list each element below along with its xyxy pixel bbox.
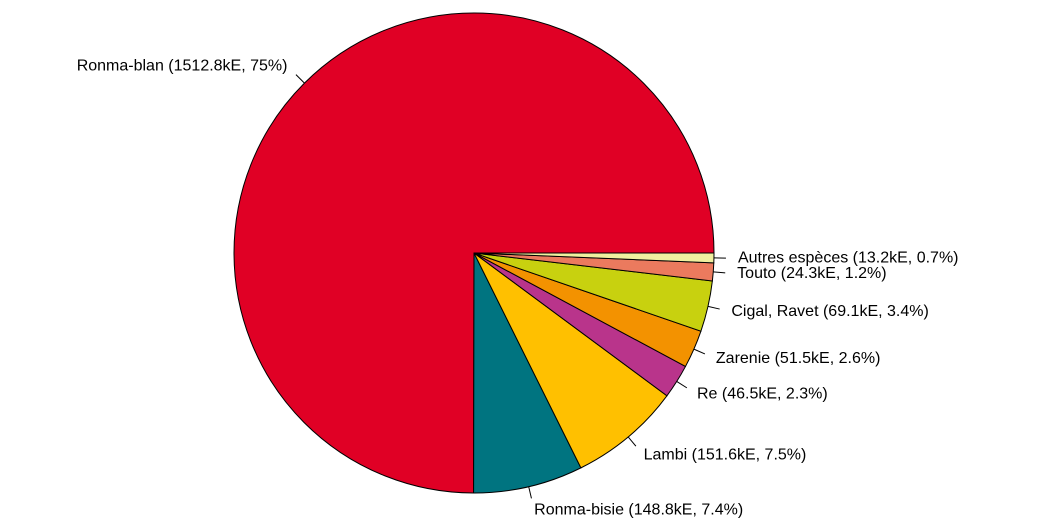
pie-slice (473, 252, 582, 494)
slice-label: Touto (24.3kE, 1.2%) (737, 265, 886, 282)
slice-label: Cigal, Ravet (69.1kE, 3.4%) (731, 303, 928, 320)
slice-label: Lambi (151.6kE, 7.5%) (644, 447, 807, 464)
pie-slice (473, 252, 715, 264)
label-leader (676, 381, 688, 389)
label-leader (528, 486, 532, 499)
pie-slice (233, 12, 715, 494)
label-leader (627, 436, 637, 447)
pie-slice (473, 252, 668, 469)
slice-label: Re (46.5kE, 2.3%) (697, 386, 828, 403)
label-leader (295, 74, 305, 84)
slice-label: Ronma-bisie (148.8kE, 7.4%) (534, 501, 743, 518)
label-leader (693, 348, 706, 355)
slice-label: Zarenie (51.5kE, 2.6%) (716, 350, 881, 367)
slice-label: Autres espèces (13.2kE, 0.7%) (738, 250, 959, 267)
label-leader (707, 305, 720, 310)
slice-label: Ronma-blan (1512.8kE, 75%) (77, 57, 288, 74)
label-leader (713, 271, 726, 274)
